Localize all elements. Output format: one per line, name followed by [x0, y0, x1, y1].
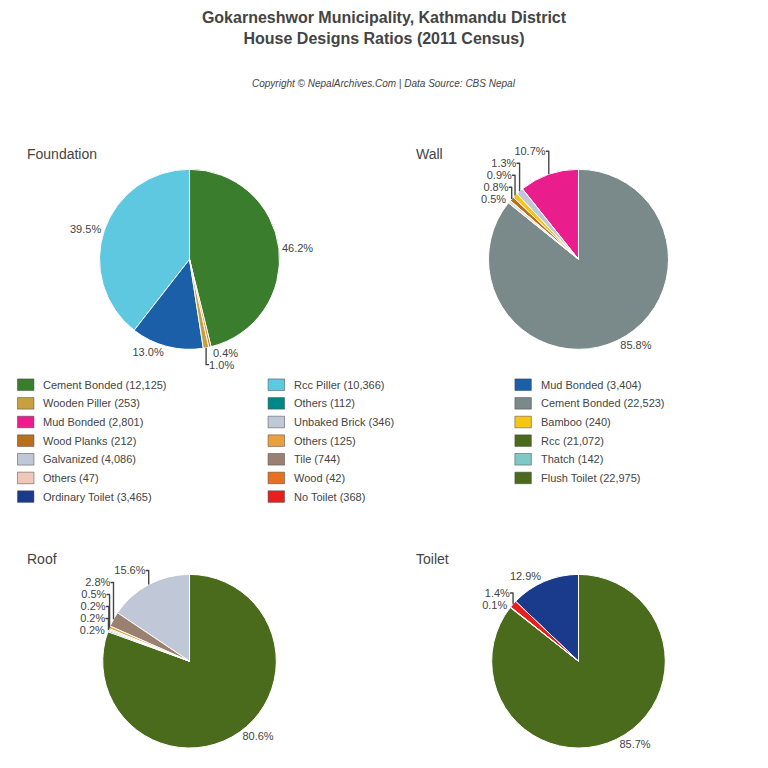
svg-text:Galvanized (4,086): Galvanized (4,086) [43, 453, 136, 465]
svg-text:Others (125): Others (125) [294, 435, 356, 447]
svg-text:10.7%: 10.7% [514, 145, 545, 157]
svg-text:Wood (42): Wood (42) [294, 472, 345, 484]
svg-text:13.0%: 13.0% [132, 346, 163, 358]
svg-text:Others (47): Others (47) [43, 472, 99, 484]
svg-text:0.2%: 0.2% [81, 600, 106, 612]
svg-text:Others (112): Others (112) [294, 397, 355, 409]
svg-text:Rcc Piller (10,366): Rcc Piller (10,366) [294, 379, 384, 391]
svg-text:0.5%: 0.5% [81, 588, 106, 600]
svg-text:Cement Bonded (22,523): Cement Bonded (22,523) [541, 397, 665, 409]
svg-text:Cement Bonded (12,125): Cement Bonded (12,125) [43, 379, 167, 391]
svg-text:1.4%: 1.4% [485, 587, 510, 599]
svg-text:15.6%: 15.6% [114, 564, 145, 576]
svg-text:0.5%: 0.5% [481, 193, 506, 205]
svg-text:85.8%: 85.8% [620, 339, 651, 351]
svg-text:Mud Bonded (3,404): Mud Bonded (3,404) [541, 379, 641, 391]
svg-text:Tile (744): Tile (744) [294, 453, 340, 465]
svg-text:0.2%: 0.2% [80, 624, 105, 636]
svg-text:Rcc (21,072): Rcc (21,072) [541, 435, 604, 447]
svg-text:80.6%: 80.6% [242, 730, 273, 742]
svg-text:Wooden Piller (253): Wooden Piller (253) [43, 397, 140, 409]
svg-text:0.4%: 0.4% [213, 347, 238, 359]
svg-text:Flush Toilet (22,975): Flush Toilet (22,975) [541, 472, 640, 484]
svg-text:0.2%: 0.2% [80, 612, 105, 624]
svg-text:Roof: Roof [27, 551, 57, 567]
svg-text:0.8%: 0.8% [483, 181, 508, 193]
svg-text:Mud Bonded (2,801): Mud Bonded (2,801) [43, 416, 143, 428]
svg-text:46.2%: 46.2% [282, 242, 313, 254]
svg-text:2.8%: 2.8% [85, 576, 110, 588]
svg-text:Wood Planks (212): Wood Planks (212) [43, 435, 136, 447]
svg-text:12.9%: 12.9% [510, 570, 541, 582]
svg-text:85.7%: 85.7% [619, 738, 650, 750]
svg-text:0.9%: 0.9% [487, 169, 512, 181]
svg-text:Thatch (142): Thatch (142) [541, 453, 603, 465]
svg-text:Wall: Wall [416, 146, 443, 162]
svg-text:1.0%: 1.0% [209, 359, 234, 371]
svg-text:Copyright © NepalArchives.Com: Copyright © NepalArchives.Com | Data Sou… [252, 78, 516, 89]
svg-text:0.1%: 0.1% [482, 599, 507, 611]
svg-text:No Toilet (368): No Toilet (368) [294, 491, 365, 503]
svg-text:Ordinary Toilet (3,465): Ordinary Toilet (3,465) [43, 491, 152, 503]
svg-text:Toilet: Toilet [416, 551, 449, 567]
svg-text:Bamboo (240): Bamboo (240) [541, 416, 611, 428]
svg-text:1.3%: 1.3% [491, 157, 516, 169]
svg-text:39.5%: 39.5% [70, 223, 101, 235]
svg-text:Foundation: Foundation [27, 146, 97, 162]
svg-text:Unbaked Brick (346): Unbaked Brick (346) [294, 416, 394, 428]
svg-text:Gokarneshwor Municipality, Kat: Gokarneshwor Municipality, Kathmandu Dis… [202, 9, 567, 47]
